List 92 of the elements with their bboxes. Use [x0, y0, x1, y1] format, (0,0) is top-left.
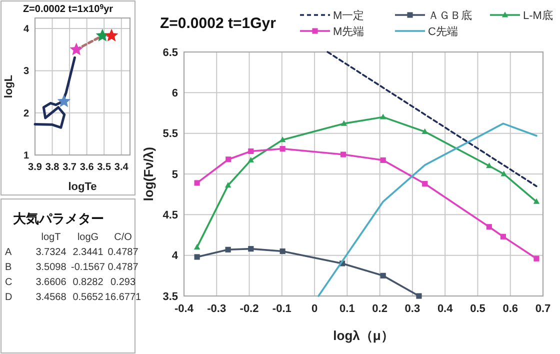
text: 0.4787: [108, 247, 138, 258]
category-label: B: [5, 262, 12, 273]
y-axis-title: log(Fν/λ): [141, 146, 156, 202]
y-tick-label: 4: [23, 24, 30, 36]
y-tick-label: 3: [23, 66, 30, 78]
text: 0.5652: [72, 292, 104, 303]
legend-label: L-M底: [523, 9, 553, 22]
x-tick-label: -0.2: [240, 303, 259, 315]
point: [226, 156, 232, 162]
point: [279, 136, 286, 142]
x-axis-title: logλ（μ）: [333, 328, 394, 343]
chart-title: Z=0.0002 t=1x10$^{9}$yr: [22, 4, 114, 15]
category-label: C: [5, 277, 12, 288]
point: [380, 157, 386, 163]
category-label: logG: [77, 232, 99, 243]
x-tick-label: 3.7: [62, 162, 77, 173]
point: [248, 148, 254, 154]
point: [248, 246, 254, 252]
y-tick-label: 6: [172, 88, 178, 100]
point: [57, 94, 71, 108]
x-tick-label: 3.5: [97, 162, 112, 173]
point: [486, 224, 492, 230]
category-label: C/O: [114, 232, 132, 243]
y-tick-label: 4: [172, 250, 179, 262]
text: 2.3441: [72, 247, 104, 258]
y-tick-label: 6.5: [162, 46, 178, 59]
text: 3.6606: [36, 277, 66, 288]
legend-label: ＡＧＢ底: [428, 9, 472, 22]
x-tick-label: 0.2: [372, 303, 388, 315]
legend-label: M先端: [333, 25, 364, 38]
point: [533, 198, 540, 204]
x-tick-label: 0.5: [470, 303, 486, 315]
point: [500, 170, 507, 176]
legend-label: M一定: [333, 9, 364, 22]
x-tick-label: 0: [311, 303, 318, 315]
point: [380, 272, 386, 278]
y-tick-label: 2: [23, 108, 30, 120]
line-series: [318, 122, 538, 297]
x-tick-label: 3.8: [45, 162, 60, 173]
text: 3.4568: [36, 292, 66, 303]
legend-label: C先端: [428, 25, 458, 38]
y-tick-label: 3.5: [162, 290, 178, 303]
point: [225, 246, 231, 252]
point: [486, 162, 492, 168]
point: [280, 248, 286, 254]
text: 3.7324: [36, 247, 66, 258]
y-tick-label: 1: [23, 150, 30, 162]
y-tick-label: 5: [172, 168, 178, 181]
point: [380, 114, 386, 120]
text: 0.8282: [72, 277, 104, 288]
point: [500, 234, 506, 240]
y-tick-label: 4.5: [162, 210, 178, 222]
chart-title: Z=0.0002 t=1Gyr: [160, 15, 276, 32]
text: 0.4787: [108, 262, 138, 273]
point: [422, 128, 428, 134]
point: [416, 293, 422, 299]
text: 16.6771: [104, 292, 142, 303]
x-tick-label: -0.4: [174, 303, 194, 315]
point: [340, 120, 347, 126]
point: [194, 180, 200, 186]
x-axis-title: logTe: [68, 181, 97, 193]
x-tick-label: -0.3: [207, 303, 226, 315]
point: [104, 28, 118, 42]
text: 3.5098: [36, 262, 66, 273]
point: [534, 256, 540, 262]
y-axis-title: logL: [3, 74, 15, 98]
x-tick-label: 3.6: [80, 162, 94, 173]
x-tick-label: -0.1: [272, 303, 292, 315]
point: [340, 152, 346, 158]
category-label: D: [5, 292, 12, 303]
text: -0.1567: [71, 262, 105, 273]
y-tick-label: 5.5: [162, 128, 178, 140]
line-series: [34, 56, 76, 129]
category-label: A: [5, 247, 12, 258]
x-tick-label: 0.6: [502, 303, 518, 315]
x-tick-label: 3.9: [28, 162, 42, 173]
point: [224, 182, 232, 188]
point: [194, 244, 200, 250]
point: [70, 42, 84, 56]
point: [194, 254, 200, 260]
x-tick-label: 0.7: [535, 303, 551, 315]
x-tick-label: 3.4: [114, 162, 129, 173]
text: 大気パラメター: [13, 211, 104, 226]
point: [96, 28, 110, 42]
x-tick-label: 0.3: [404, 303, 420, 315]
point: [280, 146, 286, 152]
point: [248, 156, 254, 162]
category-label: logT: [41, 232, 61, 243]
text: 0.293: [110, 277, 136, 288]
point: [422, 180, 428, 187]
x-tick-label: 0.4: [437, 303, 454, 315]
x-tick-label: 0.1: [340, 303, 355, 315]
